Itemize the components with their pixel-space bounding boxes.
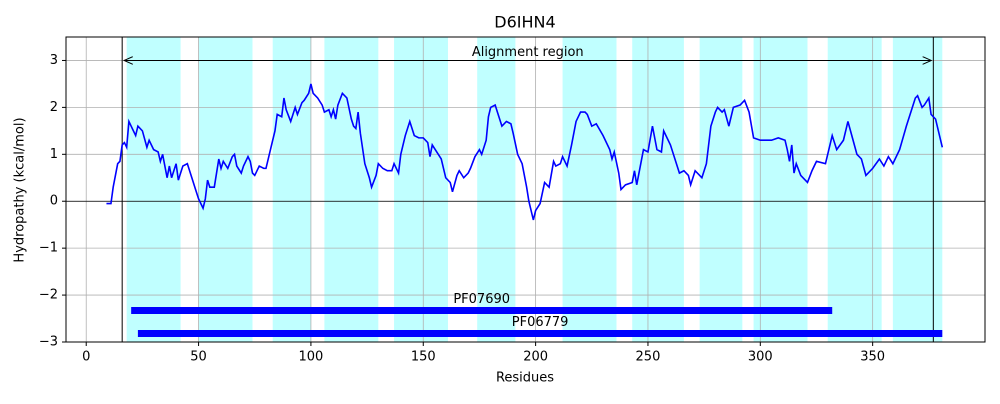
chart-title: D6IHN4 [494, 13, 555, 32]
shaded-region [632, 37, 684, 342]
x-tick-label: 150 [411, 350, 436, 365]
shaded-region [272, 37, 311, 342]
y-tick-label: 1 [50, 147, 58, 162]
y-tick-label: −3 [39, 335, 58, 350]
y-tick-label: 2 [50, 100, 58, 115]
shaded-region [394, 37, 448, 342]
plot-frame [65, 36, 986, 343]
shaded-region [324, 37, 379, 342]
shaded-region [477, 37, 516, 342]
shaded-region [126, 37, 181, 342]
y-tick-label: −2 [39, 288, 58, 303]
y-tick-label: 3 [50, 53, 58, 68]
x-tick-label: 300 [748, 350, 773, 365]
shaded-region [753, 37, 808, 342]
y-tick-label: 0 [50, 194, 58, 209]
x-tick-label: 200 [523, 350, 548, 365]
shaded-region [198, 37, 253, 342]
annotation-label: Alignment region [472, 45, 584, 60]
x-tick-label: 50 [190, 350, 207, 365]
shaded-region [562, 37, 617, 342]
x-axis-label: Residues [496, 371, 554, 386]
x-tick-label: 350 [860, 350, 885, 365]
y-tick-label: −1 [39, 241, 58, 256]
shaded-region [892, 37, 943, 342]
shaded-region [699, 37, 743, 342]
x-tick-label: 100 [299, 350, 324, 365]
x-tick-label: 250 [636, 350, 661, 365]
domain-label: PF06779 [512, 315, 569, 330]
y-axis-label: Hydropathy (kcal/mol) [13, 117, 28, 262]
hydropathy-line [106, 83, 944, 221]
domain-label: PF07690 [453, 292, 510, 307]
x-tick-label: 0 [82, 350, 90, 365]
shaded-region [827, 37, 882, 342]
